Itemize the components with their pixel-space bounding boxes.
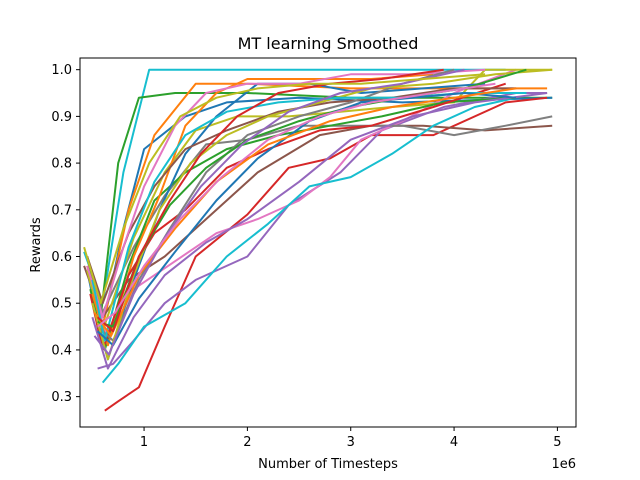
y-tick-label: 0.7 [51,203,72,218]
y-axis: 0.3 0.4 0.5 0.6 0.7 0.8 0.9 1.0 [51,63,80,405]
y-tick-label: 0.8 [51,157,72,172]
series-line-9 [86,115,553,314]
axes-frame [79,57,577,428]
series-line-7 [83,124,553,319]
series-line-11 [101,96,517,384]
x-tick-label: 5 [553,435,561,450]
x-tick-label: 3 [347,435,355,450]
series-line-6 [97,92,548,370]
x-tick-label: 2 [243,435,251,450]
y-tick-label: 0.9 [51,110,72,125]
series-line-19 [96,68,455,342]
series-line-16 [91,92,548,370]
series-line-26 [93,68,465,356]
series-line-22 [97,68,527,328]
series-line-25 [96,68,444,333]
series-line-18 [86,68,486,319]
series-line-15 [89,82,507,351]
plot-area [83,68,553,412]
series-line-27 [96,82,496,328]
series-line-14 [91,73,434,347]
series-line-24 [93,87,517,337]
series-line-5 [104,96,548,412]
y-tick-label: 0.6 [51,250,72,265]
y-tick-label: 1.0 [51,63,72,78]
x-axis: 1 2 3 4 5 [140,427,562,450]
series-line-12 [89,96,517,351]
series-line-8 [89,68,517,342]
series-line-1 [83,68,506,305]
y-tick-label: 0.3 [51,390,72,405]
series-line-28 [83,73,486,305]
x-tick-label: 4 [450,435,458,450]
y-axis-label: Rewards [29,217,44,272]
x-axis-label: Number of Timesteps [258,457,398,472]
x-tick-label: 1 [140,435,148,450]
y-tick-label: 0.4 [51,343,72,358]
chart-title: MT learning Smoothed [238,34,419,53]
y-tick-label: 0.5 [51,297,72,312]
series-line-23 [96,92,517,347]
x-axis-offset-label: 1e6 [551,457,576,472]
